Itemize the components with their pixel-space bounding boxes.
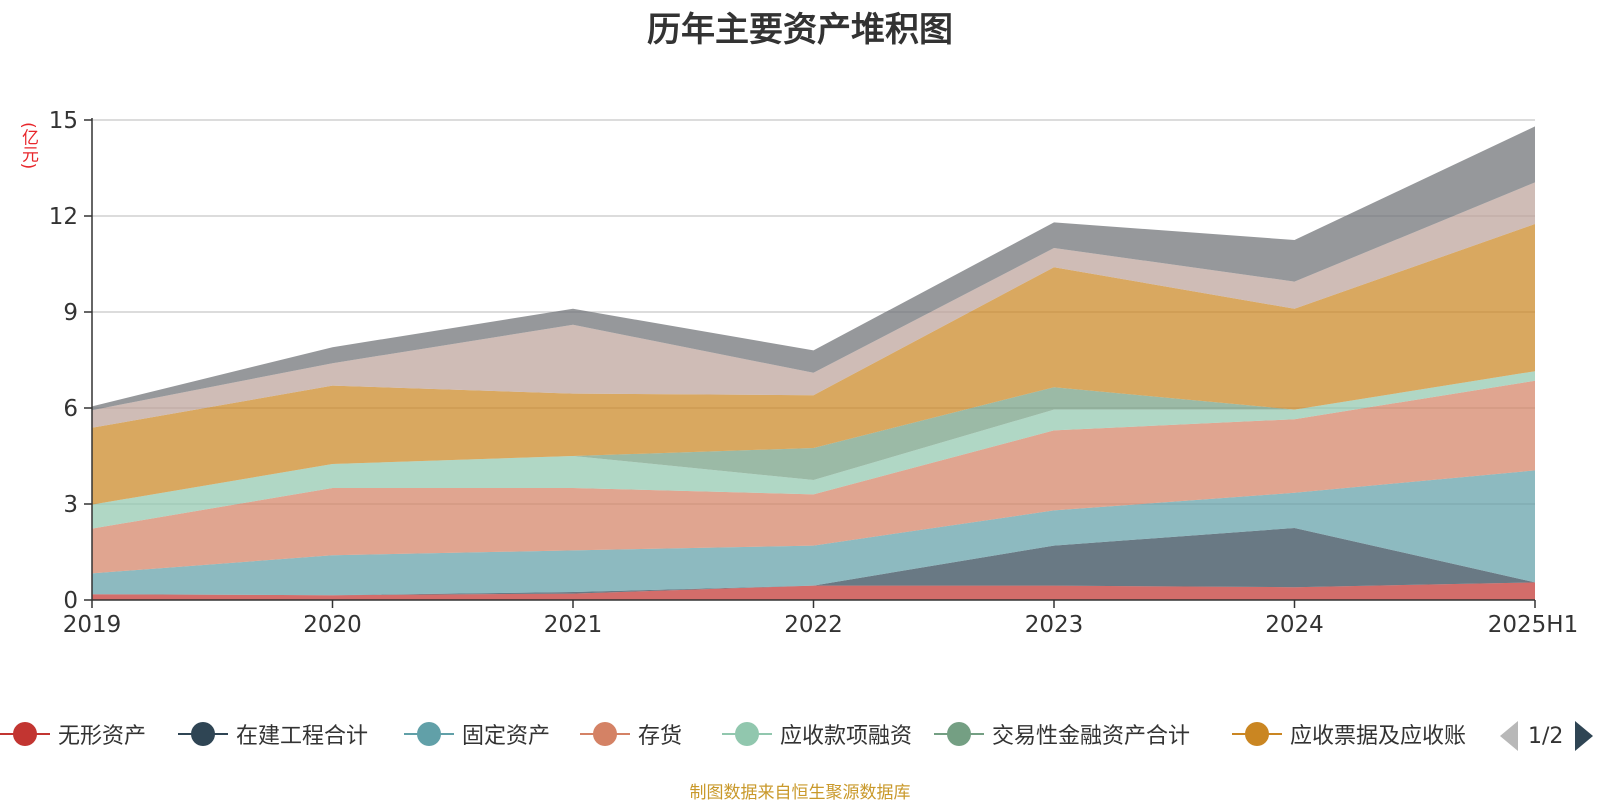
- y-tick-label: 15: [49, 108, 78, 134]
- y-tick-label: 0: [63, 588, 78, 614]
- legend: 无形资产 在建工程合计 固定资产 存货 应收款项融资 交易性金融资产合计 应收票据及应收账: [0, 714, 1600, 754]
- area-交易性金融资产合计[interactable]: [92, 371, 1535, 505]
- legend-marker-icon: [934, 714, 984, 754]
- legend-label: 固定资产: [462, 724, 551, 749]
- y-tick-label: 9: [63, 300, 78, 326]
- area-其他资产[interactable]: [92, 182, 1535, 428]
- x-tick-label: 2020: [303, 612, 362, 638]
- y-tick-label: 12: [49, 204, 78, 230]
- y-tick-label: 6: [63, 396, 78, 422]
- legend-marker-icon: [580, 714, 630, 754]
- area-应收票据及应收账[interactable]: [92, 224, 1535, 505]
- legend-marker-icon: [0, 714, 50, 754]
- legend-label: 存货: [638, 724, 683, 749]
- legend-label: 无形资产: [58, 724, 147, 749]
- legend-item[interactable]: 应收款项融资: [722, 714, 912, 754]
- legend-label: 交易性金融资产合计: [992, 724, 1191, 749]
- x-tick-label: 2024: [1265, 612, 1324, 638]
- legend-label: 应收款项融资: [780, 724, 913, 749]
- legend-marker-icon: [1232, 714, 1282, 754]
- x-tick-label: 2019: [63, 612, 122, 638]
- legend-marker-icon: [178, 714, 228, 754]
- x-tick-label: 2023: [1025, 612, 1084, 638]
- legend-prev-page-icon[interactable]: [1500, 721, 1518, 751]
- legend-item[interactable]: 交易性金融资产合计: [934, 714, 1190, 754]
- stacked-area-chart: 0 3 6 9 12 15 2019 2020 2021 2022 2023 2024 2025H1: [49, 108, 1579, 638]
- legend-item[interactable]: 无形资产: [0, 714, 146, 754]
- legend-label: 应收票据及应收账: [1290, 724, 1467, 749]
- legend-marker-icon: [722, 714, 772, 754]
- y-axis-unit: (亿元): [18, 122, 38, 170]
- legend-item[interactable]: 在建工程合计: [178, 714, 368, 754]
- legend-item[interactable]: 存货: [580, 714, 682, 754]
- chart-title: 历年主要资产堆积图: [647, 10, 953, 50]
- legend-pager: 1/2: [1500, 718, 1594, 754]
- data-source-note: 制图数据来自恒生聚源数据库: [689, 783, 911, 803]
- legend-marker-icon: [404, 714, 454, 754]
- x-tick-label: 2022: [784, 612, 843, 638]
- area-无形资产[interactable]: [92, 582, 1535, 600]
- legend-next-page-icon[interactable]: [1575, 721, 1594, 751]
- legend-label: 在建工程合计: [236, 724, 369, 749]
- area-应收款项融资[interactable]: [92, 371, 1535, 529]
- legend-page-indicator: 1/2: [1528, 723, 1564, 749]
- area-在建工程合计[interactable]: [92, 528, 1535, 596]
- x-tick-label: 2025H1: [1488, 612, 1578, 638]
- legend-item[interactable]: 固定资产: [404, 714, 550, 754]
- y-tick-label: 3: [63, 492, 78, 518]
- axes: 0 3 6 9 12 15 2019 2020 2021 2022 2023 2024 2025H1: [49, 108, 1579, 638]
- area-存货[interactable]: [92, 380, 1535, 574]
- area-其他资产2[interactable]: [92, 126, 1535, 411]
- legend-item[interactable]: 应收票据及应收账: [1232, 714, 1466, 754]
- area-series: [92, 126, 1535, 600]
- area-固定资产[interactable]: [92, 470, 1535, 596]
- x-tick-label: 2021: [544, 612, 603, 638]
